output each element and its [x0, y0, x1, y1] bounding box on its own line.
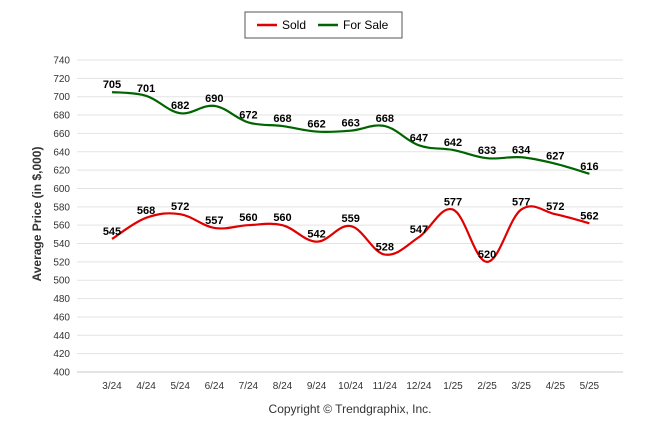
data-label: 627 [546, 151, 564, 163]
x-tick-label: 10/24 [338, 381, 363, 392]
y-tick-label: 480 [53, 294, 70, 305]
data-label: 662 [307, 119, 325, 131]
data-label: 690 [205, 93, 223, 105]
data-label: 572 [171, 201, 189, 213]
y-tick-label: 540 [53, 239, 70, 250]
data-label: 672 [239, 109, 257, 121]
data-labels: 545 568 572 557 560 560 542 559 528 547 577 520 577 5… [103, 79, 599, 261]
y-tick-label: 440 [53, 331, 70, 342]
y-tick-label: 580 [53, 202, 70, 213]
data-label: 560 [273, 212, 291, 224]
legend-label-sold: Sold [282, 18, 306, 32]
data-label: 560 [239, 212, 257, 224]
y-tick-label: 560 [53, 221, 70, 232]
data-label: 545 [103, 226, 121, 238]
data-label: 577 [512, 197, 530, 209]
data-label: 668 [376, 113, 394, 125]
x-tick-label: 12/24 [406, 381, 431, 392]
data-label: 663 [342, 118, 360, 130]
y-tick-label: 460 [53, 312, 70, 323]
y-tick-label: 720 [53, 74, 70, 85]
y-axis-title: Average Price (in $,000) [30, 147, 44, 282]
y-tick-label: 680 [53, 111, 70, 122]
gridlines [77, 59, 623, 373]
data-label: 542 [307, 229, 325, 241]
data-label: 682 [171, 100, 189, 112]
x-tick-label: 4/25 [546, 381, 566, 392]
data-label: 647 [410, 132, 428, 144]
data-label: 557 [205, 215, 223, 227]
x-tick-label: 1/25 [443, 381, 463, 392]
data-label: 528 [376, 242, 394, 254]
legend: Sold For Sale [244, 11, 403, 39]
data-label: 568 [137, 205, 155, 217]
data-label: 701 [137, 83, 155, 95]
data-label: 668 [273, 113, 291, 125]
x-tick-label: 8/24 [273, 381, 293, 392]
series-line-sold [111, 205, 590, 263]
x-tick-label: 3/24 [102, 381, 122, 392]
y-tick-label: 520 [53, 257, 70, 268]
series-line-for-sale [111, 91, 590, 175]
y-tick-label: 660 [53, 129, 70, 140]
data-label: 705 [103, 79, 121, 91]
x-tick-label: 5/24 [170, 381, 190, 392]
data-label: 616 [580, 161, 598, 173]
x-tick-label: 6/24 [205, 381, 225, 392]
data-label: 633 [478, 145, 496, 157]
x-tick-label: 2/25 [477, 381, 497, 392]
y-tick-label: 600 [53, 184, 70, 195]
x-tick-label: 11/24 [373, 381, 398, 392]
data-label: 634 [512, 144, 531, 156]
data-label: 520 [478, 249, 496, 261]
legend-label-for-sale: For Sale [343, 18, 389, 32]
data-label: 547 [410, 224, 428, 236]
y-tick-label: 620 [53, 166, 70, 177]
data-label: 559 [342, 213, 360, 225]
x-tick-label: 7/24 [239, 381, 259, 392]
x-axis-ticks: 3/24 4/24 5/24 6/24 7/24 8/24 9/24 10/24 11/24 12… [102, 381, 599, 392]
x-tick-label: 3/25 [511, 381, 531, 392]
data-label: 642 [444, 137, 462, 149]
y-tick-label: 500 [53, 276, 70, 287]
y-tick-label: 640 [53, 147, 70, 158]
copyright-text: Copyright © Trendgraphix, Inc. [269, 402, 432, 416]
series-lines [111, 91, 590, 263]
y-tick-label: 700 [53, 92, 70, 103]
x-tick-label: 5/25 [580, 381, 600, 392]
x-tick-label: 4/24 [136, 381, 156, 392]
y-axis-ticks: 400 420 440 460 480 500 520 540 560 580 600 620 640 6… [53, 56, 70, 379]
data-label: 572 [546, 201, 564, 213]
data-label: 562 [580, 210, 598, 222]
y-tick-label: 400 [53, 368, 70, 379]
y-tick-label: 740 [53, 56, 70, 67]
y-tick-label: 420 [53, 349, 70, 360]
x-tick-label: 9/24 [307, 381, 327, 392]
data-label: 577 [444, 197, 462, 209]
